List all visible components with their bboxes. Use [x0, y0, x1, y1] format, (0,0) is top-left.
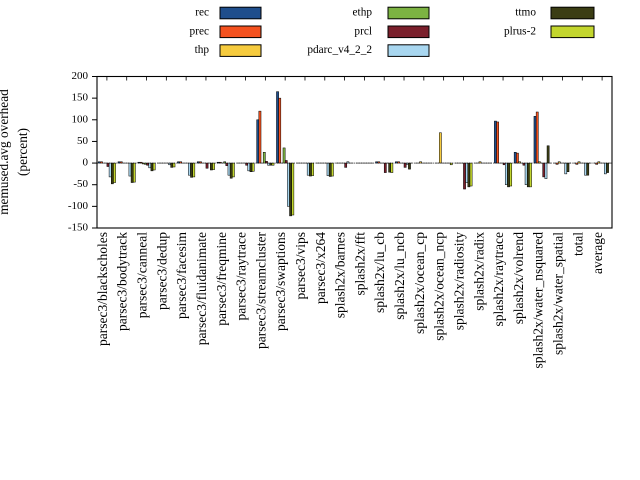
svg-text:parsec3/x264: parsec3/x264 — [313, 232, 328, 304]
svg-text:splash2x/raytrace: splash2x/raytrace — [491, 232, 506, 326]
svg-text:parsec3/streamcluster: parsec3/streamcluster — [253, 232, 268, 349]
svg-text:parsec3/bodytrack: parsec3/bodytrack — [115, 232, 130, 331]
svg-text:ethp: ethp — [353, 7, 373, 19]
svg-text:-100: -100 — [68, 200, 89, 212]
svg-text:splash2x/water_nsquared: splash2x/water_nsquared — [531, 232, 546, 369]
svg-text:200: 200 — [72, 70, 89, 82]
svg-text:splash2x/volrend: splash2x/volrend — [511, 232, 526, 324]
svg-text:parsec3/vips: parsec3/vips — [293, 232, 308, 299]
svg-text:prec: prec — [190, 25, 209, 37]
svg-text:total: total — [570, 232, 585, 256]
svg-text:150: 150 — [72, 92, 89, 104]
svg-text:parsec3/swaptions: parsec3/swaptions — [273, 232, 288, 331]
svg-text:parsec3/canneal: parsec3/canneal — [135, 232, 150, 318]
svg-text:parsec3/freqmine: parsec3/freqmine — [214, 232, 229, 326]
svg-text:parsec3/fluidanimate: parsec3/fluidanimate — [194, 232, 209, 345]
svg-text:splash2x/water_spatial: splash2x/water_spatial — [550, 232, 565, 355]
svg-text:prcl: prcl — [354, 25, 372, 37]
svg-text:parsec3/blackscholes: parsec3/blackscholes — [95, 232, 110, 346]
svg-text:parsec3/facesim: parsec3/facesim — [174, 232, 189, 319]
svg-text:parsec3/dedup: parsec3/dedup — [154, 232, 169, 310]
svg-text:rec: rec — [195, 7, 209, 19]
svg-text:average: average — [590, 232, 605, 274]
svg-text:parsec3/raytrace: parsec3/raytrace — [234, 232, 249, 320]
svg-text:splash2x/ocean_cp: splash2x/ocean_cp — [412, 232, 427, 334]
svg-text:splash2x/fft: splash2x/fft — [352, 232, 367, 296]
svg-text:thp: thp — [195, 44, 210, 56]
svg-text:plrus-2: plrus-2 — [504, 25, 536, 37]
svg-text:splash2x/radix: splash2x/radix — [471, 232, 486, 311]
svg-text:0: 0 — [83, 157, 89, 169]
svg-text:pdarc_v4_2_2: pdarc_v4_2_2 — [307, 44, 372, 56]
svg-text:splash2x/radiosity: splash2x/radiosity — [451, 232, 466, 330]
svg-text:50: 50 — [77, 135, 89, 147]
svg-text:ttmo: ttmo — [515, 7, 536, 19]
svg-text:100: 100 — [72, 113, 89, 125]
svg-text:splash2x/lu_ncb: splash2x/lu_ncb — [392, 232, 407, 320]
svg-text:splash2x/ocean_ncp: splash2x/ocean_ncp — [432, 232, 447, 341]
svg-text:splash2x/barnes: splash2x/barnes — [333, 232, 348, 318]
svg-text:splash2x/lu_cb: splash2x/lu_cb — [372, 232, 387, 313]
svg-text:-150: -150 — [68, 222, 89, 234]
svg-text:-50: -50 — [73, 178, 88, 190]
